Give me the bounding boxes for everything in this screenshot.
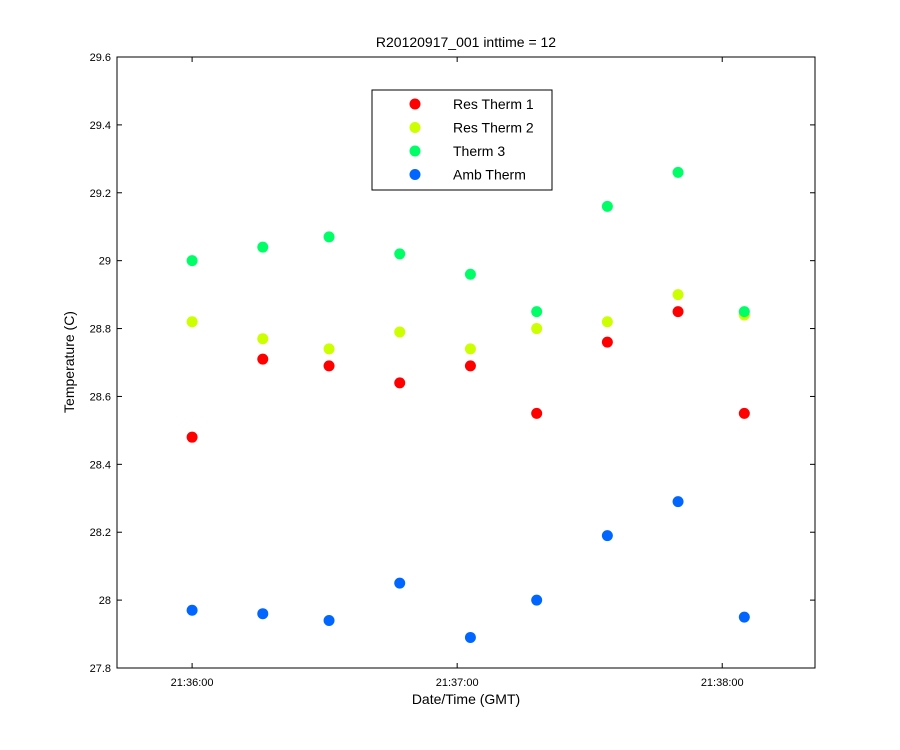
data-point	[531, 323, 543, 335]
y-tick-label: 28.2	[90, 527, 111, 539]
data-point	[601, 316, 613, 328]
data-point	[738, 611, 750, 623]
y-axis-ticks: 27.8 28 28.2 28.4 28.6 28.8 29 29.2 29.4 29.6	[90, 52, 815, 675]
data-point	[672, 166, 684, 178]
legend-label: Res Therm 1	[453, 96, 534, 112]
data-point	[186, 316, 198, 328]
y-axis-label: Temperature (C)	[61, 311, 77, 413]
data-point	[531, 407, 543, 419]
data-point	[186, 604, 198, 616]
data-point	[186, 431, 198, 443]
data-point	[394, 248, 406, 260]
data-point	[257, 241, 269, 253]
legend-label: Res Therm 2	[453, 120, 534, 136]
data-point	[323, 614, 335, 626]
legend-marker	[409, 145, 421, 157]
y-tick-label: 29.4	[90, 120, 111, 132]
data-point	[601, 336, 613, 348]
y-tick-label: 29.2	[90, 188, 111, 200]
x-tick-label: 21:37:00	[436, 677, 479, 689]
y-tick-label: 28.6	[90, 391, 111, 403]
data-point	[394, 377, 406, 389]
data-point	[672, 496, 684, 508]
data-point	[672, 306, 684, 318]
data-point	[464, 360, 476, 372]
x-tick-label: 21:36:00	[171, 677, 214, 689]
data-point	[323, 343, 335, 355]
y-tick-label: 27.8	[90, 663, 111, 675]
series-amb-therm	[186, 496, 750, 643]
x-axis-label: Date/Time (GMT)	[412, 691, 520, 707]
data-point	[464, 631, 476, 643]
legend-marker	[409, 98, 421, 110]
data-point	[394, 326, 406, 338]
series-res-therm-1	[186, 306, 750, 443]
data-point	[257, 333, 269, 345]
data-point	[738, 407, 750, 419]
y-tick-label: 29.6	[90, 52, 111, 64]
data-point	[464, 268, 476, 280]
series-res-therm-2	[186, 289, 750, 355]
y-tick-label: 29	[99, 256, 111, 268]
data-point	[531, 594, 543, 606]
y-tick-label: 28	[99, 595, 111, 607]
data-points	[186, 166, 750, 643]
series-therm-3	[186, 166, 750, 318]
y-tick-label: 28.8	[90, 324, 111, 336]
legend-box	[371, 89, 553, 191]
chart-title: R20120917_001 inttime = 12	[376, 34, 556, 50]
x-tick-label: 21:38:00	[701, 677, 744, 689]
x-axis-ticks: 21:36:00 21:37:00 21:38:00	[171, 57, 744, 689]
legend-marker	[409, 169, 421, 180]
data-point	[464, 343, 476, 355]
data-point	[601, 530, 613, 542]
data-point	[257, 608, 269, 620]
data-point	[601, 200, 613, 212]
data-point	[323, 231, 335, 243]
legend-label: Amb Therm	[453, 167, 526, 183]
data-point	[531, 306, 543, 318]
data-point	[672, 289, 684, 301]
data-point	[257, 353, 269, 365]
data-point	[323, 360, 335, 372]
y-tick-label: 28.4	[90, 459, 111, 471]
legend: Res Therm 1 Res Therm 2 Therm 3 Amb Therm	[371, 89, 553, 191]
data-point	[186, 255, 198, 267]
data-point	[738, 306, 750, 318]
data-point	[394, 577, 406, 589]
legend-label: Therm 3	[453, 143, 505, 159]
legend-marker	[409, 122, 421, 133]
